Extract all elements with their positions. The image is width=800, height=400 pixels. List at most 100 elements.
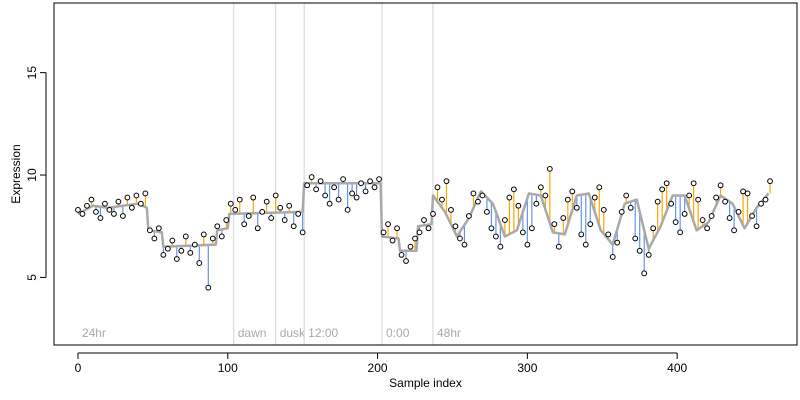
- data-point: [627, 204, 634, 211]
- data-point: [519, 229, 526, 236]
- data-point: [102, 200, 108, 207]
- data-point: [605, 231, 612, 238]
- data-point: [699, 217, 706, 223]
- data-point: [457, 235, 463, 242]
- data-point: [362, 188, 369, 195]
- data-point: [191, 241, 198, 248]
- data-point: [618, 208, 625, 215]
- data-point: [272, 192, 279, 199]
- data-point: [142, 190, 149, 197]
- data-point: [582, 241, 589, 248]
- data-point: [681, 211, 688, 217]
- data-point: [578, 231, 585, 238]
- data-point: [425, 225, 432, 232]
- data-point: [542, 192, 549, 199]
- data-point: [218, 233, 225, 240]
- data-point: [515, 202, 522, 209]
- data-point: [196, 260, 203, 266]
- data-point: [263, 198, 270, 205]
- data-point: [758, 200, 764, 207]
- data-point: [367, 178, 373, 185]
- region-label: 48hr: [437, 326, 461, 340]
- data-point: [713, 194, 720, 201]
- data-point: [484, 208, 490, 215]
- data-point: [614, 239, 621, 246]
- data-point: [749, 213, 755, 219]
- data-point: [448, 206, 454, 213]
- data-point: [654, 198, 661, 205]
- fitted-line: [77, 181, 770, 253]
- region-label: 12:00: [308, 326, 338, 340]
- data-point: [726, 215, 733, 221]
- data-point: [241, 221, 248, 228]
- data-point: [340, 176, 347, 183]
- data-point: [223, 217, 230, 223]
- data-point: [137, 200, 144, 207]
- data-point: [394, 225, 400, 232]
- data-point: [470, 190, 477, 197]
- data-point: [97, 215, 104, 221]
- observed-points: [75, 165, 773, 291]
- data-point: [111, 211, 117, 217]
- data-point: [546, 165, 553, 172]
- data-point: [173, 256, 180, 262]
- region-label: 24hr: [82, 326, 106, 340]
- fitted-line-layer: [77, 181, 770, 253]
- data-point: [735, 208, 742, 215]
- data-point: [416, 229, 423, 236]
- x-tick-label: 100: [218, 361, 238, 375]
- data-point: [708, 213, 715, 219]
- data-point: [209, 235, 216, 242]
- data-point: [376, 176, 382, 183]
- data-point: [389, 237, 396, 244]
- data-point: [421, 217, 427, 223]
- data-point: [200, 231, 207, 238]
- data-point: [358, 180, 364, 187]
- data-point: [591, 194, 598, 201]
- x-axis-title: Sample index: [389, 376, 462, 390]
- y-axis-title: Expression: [9, 144, 23, 203]
- data-point: [84, 202, 90, 209]
- data-point: [600, 206, 607, 213]
- data-point: [695, 196, 702, 203]
- data-point: [573, 204, 580, 211]
- y-tick-label: 10: [25, 168, 39, 182]
- data-point: [501, 217, 508, 223]
- data-point: [385, 221, 391, 228]
- data-point: [668, 200, 675, 207]
- data-point: [79, 211, 86, 217]
- data-point: [227, 200, 234, 207]
- data-point: [164, 245, 171, 252]
- data-point: [767, 178, 773, 185]
- data-point: [497, 243, 504, 250]
- data-point: [551, 221, 558, 228]
- data-point: [533, 200, 540, 207]
- data-point: [106, 206, 113, 213]
- data-point: [403, 258, 409, 264]
- data-point: [690, 180, 697, 187]
- data-point: [672, 219, 679, 226]
- data-point: [609, 254, 616, 260]
- data-point: [326, 200, 333, 207]
- data-point: [555, 243, 562, 250]
- data-point: [407, 243, 414, 250]
- data-point: [493, 233, 499, 240]
- data-point: [461, 241, 468, 248]
- data-point: [205, 284, 212, 291]
- data-point: [596, 184, 603, 191]
- data-point: [344, 206, 351, 213]
- data-point: [268, 215, 275, 221]
- data-point: [564, 196, 571, 203]
- data-point: [182, 233, 189, 240]
- data-point: [371, 184, 378, 191]
- data-point: [133, 192, 140, 199]
- data-point: [636, 247, 643, 254]
- data-point: [434, 184, 441, 191]
- data-point: [169, 237, 176, 244]
- data-point: [245, 213, 252, 219]
- data-point: [510, 186, 517, 193]
- data-point: [146, 227, 153, 234]
- data-point: [677, 229, 684, 236]
- data-point: [650, 225, 657, 232]
